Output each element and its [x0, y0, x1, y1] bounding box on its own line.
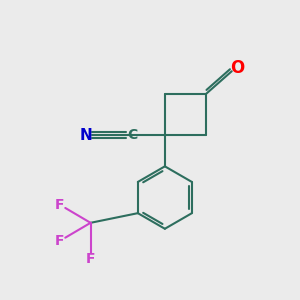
Text: F: F: [55, 198, 64, 212]
Text: O: O: [230, 59, 244, 77]
Text: N: N: [79, 128, 92, 142]
Text: F: F: [55, 234, 64, 248]
Text: F: F: [86, 252, 95, 266]
Text: C: C: [128, 128, 138, 142]
